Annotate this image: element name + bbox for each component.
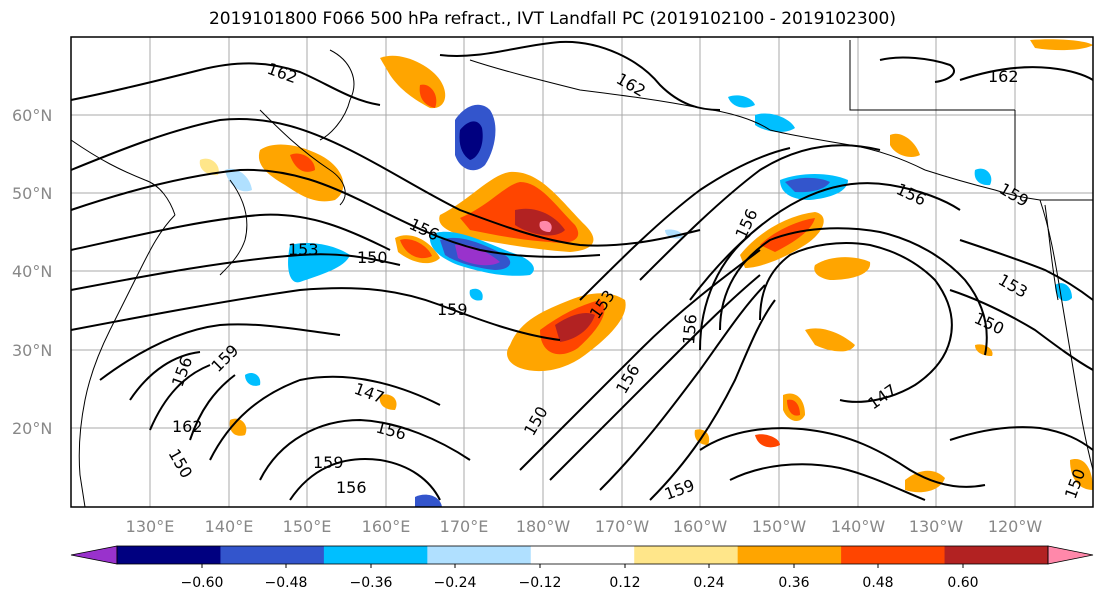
colorbar-segment	[117, 546, 221, 564]
map-frame	[70, 36, 1094, 508]
colorbar-extend-min	[70, 545, 118, 565]
lat-label: 60°N	[12, 106, 52, 125]
colorbar-tick-label: 0.24	[693, 575, 724, 591]
lon-label: 130°W	[909, 517, 964, 536]
lon-label: 150°W	[752, 517, 807, 536]
colorbar-segment	[634, 546, 739, 564]
height-contours	[70, 40, 1094, 501]
contour-label: 153	[288, 240, 319, 259]
lat-label: 50°N	[12, 184, 52, 203]
colorbar-tick-label: −0.24	[434, 575, 477, 591]
colorbar-outline	[116, 545, 1049, 565]
colorbar-tick-label: −0.60	[181, 575, 224, 591]
contour-label: 162	[988, 67, 1019, 86]
colorbar-segment	[944, 546, 1049, 564]
colorbar: −0.60 −0.48 −0.36 −0.24 −0.12 0.12 0.24 …	[70, 545, 1094, 591]
colorbar-tick-label: 0.12	[609, 575, 640, 591]
latitude-labels: 60°N 50°N 40°N 30°N 20°N	[12, 106, 52, 438]
lon-label: 130°E	[126, 517, 175, 536]
colorbar-segment	[737, 546, 842, 564]
lon-label: 140°W	[831, 517, 886, 536]
contour-label: 162	[172, 417, 203, 436]
lat-label: 40°N	[12, 262, 52, 281]
colorbar-tick-label: 0.60	[947, 575, 978, 591]
colorbar-tick-label: 0.48	[862, 575, 893, 591]
lon-label: 170°E	[440, 517, 489, 536]
lon-label: 140°E	[205, 517, 254, 536]
lon-label: 150°E	[283, 517, 332, 536]
lat-label: 30°N	[12, 341, 52, 360]
map-area: 162 162 162 156 156 159 153 150 159 156 …	[70, 36, 1094, 508]
lon-label: 170°W	[595, 517, 650, 536]
colorbar-segment	[530, 546, 635, 564]
map-title: 2019101800 F066 500 hPa refract., IVT La…	[208, 9, 896, 29]
lat-label: 20°N	[12, 419, 52, 438]
contour-label: 159	[437, 300, 468, 319]
contour-label: 150	[357, 248, 388, 267]
lon-label: 180°W	[516, 517, 571, 536]
ivt-shading	[199, 39, 1093, 507]
colorbar-segment	[427, 546, 532, 564]
colorbar-tick-label: −0.12	[519, 575, 562, 591]
colorbar-segment	[841, 546, 946, 564]
contour-label: 159	[313, 453, 344, 472]
colorbar-segment	[323, 546, 428, 564]
longitude-labels: 130°E 140°E 150°E 160°E 170°E 180°W 170°…	[126, 517, 1043, 536]
colorbar-segments	[70, 545, 1094, 565]
lon-label: 160°W	[673, 517, 728, 536]
colorbar-ticks	[201, 564, 964, 568]
colorbar-tick-label: −0.48	[265, 575, 308, 591]
lon-label: 120°W	[988, 517, 1043, 536]
colorbar-extend-max	[1047, 545, 1094, 565]
colorbar-tick-labels: −0.60 −0.48 −0.36 −0.24 −0.12 0.12 0.24 …	[181, 575, 979, 591]
colorbar-tick-label: 0.36	[778, 575, 809, 591]
colorbar-segment	[220, 546, 325, 564]
lon-label: 160°E	[362, 517, 411, 536]
coastlines	[70, 40, 1094, 508]
colorbar-tick-label: −0.36	[350, 575, 393, 591]
contour-label: 156	[336, 478, 367, 497]
contour-label: 156	[679, 313, 701, 345]
